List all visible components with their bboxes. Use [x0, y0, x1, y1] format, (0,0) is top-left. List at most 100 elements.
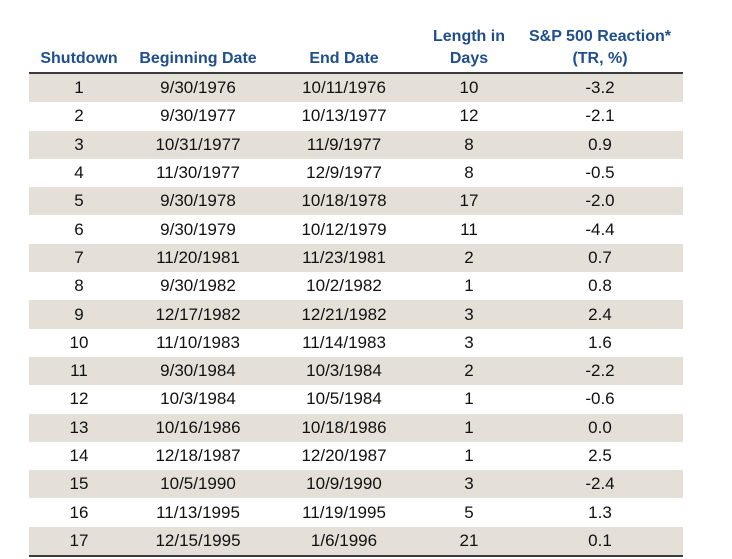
- cell-length-days: 3: [421, 470, 517, 499]
- cell-shutdown: 5: [29, 187, 129, 216]
- cell-end-date: 10/9/1990: [267, 470, 421, 499]
- cell-beginning-date: 11/30/1977: [156, 163, 240, 183]
- cell-end-date: 12/21/1982: [267, 300, 421, 329]
- cell-length-days: 5: [464, 502, 474, 522]
- cell-shutdown: 6: [74, 219, 84, 239]
- cell-end-date: 11/23/1981: [267, 243, 421, 273]
- header-reaction-line2: (TR, %): [572, 50, 628, 67]
- cell-end-date: 11/14/1983: [302, 332, 386, 352]
- cell-shutdown: 10: [69, 332, 89, 352]
- cell-length-days: 8: [464, 163, 474, 183]
- cell-shutdown: 13: [29, 413, 129, 442]
- cell-beginning-date: 9/30/1979: [160, 219, 236, 239]
- cell-end-date: 10/5/1984: [306, 389, 382, 409]
- cell-beginning-date: 9/30/1984: [129, 356, 267, 386]
- cell-sp500-reaction: 2.4: [517, 300, 683, 329]
- cell-beginning-date: 11/20/1981: [129, 243, 267, 273]
- cell-end-date: 10/18/1978: [267, 187, 421, 216]
- table-row: 12 10/3/1984 10/5/1984 1 -0.6: [29, 385, 683, 413]
- cell-shutdown: 11: [29, 356, 129, 386]
- cell-shutdown: 17: [29, 526, 129, 558]
- header-reaction-line1: S&P 500 Reaction*: [529, 28, 671, 45]
- cell-sp500-reaction: -2.0: [517, 187, 683, 216]
- table-header: Shutdown Beginning Date End Date Length …: [29, 14, 683, 74]
- cell-length-days: 2: [421, 243, 517, 273]
- cell-sp500-reaction: 0.1: [517, 526, 683, 558]
- table-row: 17 12/15/1995 1/6/1996 21 0.1: [29, 526, 683, 558]
- cell-beginning-date: 12/17/1982: [129, 300, 267, 329]
- cell-sp500-reaction: 1.6: [588, 332, 612, 352]
- cell-beginning-date: 9/30/1978: [129, 187, 267, 216]
- cell-beginning-date: 9/30/1977: [160, 106, 236, 126]
- table-row: 8 9/30/1982 10/2/1982 1 0.8: [29, 272, 683, 300]
- cell-length-days: 17: [421, 187, 517, 216]
- cell-sp500-reaction: 0.9: [517, 130, 683, 159]
- table-row: 4 11/30/1977 12/9/1977 8 -0.5: [29, 159, 683, 187]
- cell-end-date: 10/18/1986: [267, 413, 421, 442]
- cell-length-days: 8: [421, 130, 517, 159]
- cell-sp500-reaction: -3.2: [517, 73, 683, 103]
- header-shutdown: Shutdown: [29, 14, 129, 74]
- cell-length-days: 2: [421, 356, 517, 386]
- cell-end-date: 12/9/1977: [306, 163, 382, 183]
- cell-length-days: 1: [421, 413, 517, 442]
- cell-shutdown: 2: [74, 106, 84, 126]
- cell-length-days: 3: [421, 300, 517, 329]
- header-length-in-days: Length in Days: [421, 14, 517, 74]
- cell-shutdown: 7: [29, 243, 129, 273]
- table-row: 6 9/30/1979 10/12/1979 11 -4.4: [29, 215, 683, 243]
- cell-sp500-reaction: 2.5: [588, 446, 612, 465]
- cell-sp500-reaction: 1.3: [588, 502, 612, 522]
- table-row: 14 12/18/1987 12/20/1987 1 2.5: [29, 442, 683, 470]
- cell-end-date: 10/2/1982: [306, 276, 382, 296]
- cell-end-date: 12/20/1987: [301, 446, 387, 465]
- header-length-line1: Length in: [433, 28, 505, 45]
- cell-length-days: 12: [459, 106, 479, 126]
- cell-length-days: 21: [421, 526, 517, 558]
- table-row: 13 10/16/1986 10/18/1986 1 0.0: [29, 413, 683, 442]
- table-row: 11 9/30/1984 10/3/1984 2 -2.2: [29, 356, 683, 386]
- cell-sp500-reaction: -0.5: [585, 163, 615, 183]
- cell-beginning-date: 12/15/1995: [129, 526, 267, 558]
- cell-sp500-reaction: 0.8: [588, 276, 612, 296]
- cell-shutdown: 9: [29, 300, 129, 329]
- cell-shutdown: 12: [69, 389, 89, 409]
- cell-beginning-date: 9/30/1976: [129, 73, 267, 103]
- cell-beginning-date: 10/16/1986: [129, 413, 267, 442]
- table-row: 1 9/30/1976 10/11/1976 10 -3.2: [29, 73, 683, 103]
- cell-shutdown: 14: [69, 446, 89, 465]
- cell-sp500-reaction: -2.1: [585, 106, 615, 126]
- cell-beginning-date: 10/5/1990: [129, 470, 267, 499]
- cell-shutdown: 3: [29, 130, 129, 159]
- cell-end-date: 10/13/1977: [301, 106, 387, 126]
- table-row: 7 11/20/1981 11/23/1981 2 0.7: [29, 243, 683, 273]
- header-end-date: End Date: [267, 14, 421, 74]
- cell-end-date: 1/6/1996: [267, 526, 421, 558]
- cell-shutdown: 4: [74, 163, 84, 183]
- table-body: 1 9/30/1976 10/11/1976 10 -3.2 2 9/30/1977 10/1…: [29, 73, 683, 558]
- cell-beginning-date: 10/3/1984: [160, 389, 236, 409]
- cell-end-date: 10/3/1984: [267, 356, 421, 386]
- table-row: 9 12/17/1982 12/21/1982 3 2.4: [29, 300, 683, 329]
- shutdown-table: Shutdown Beginning Date End Date Length …: [29, 14, 683, 558]
- cell-beginning-date: 12/18/1987: [155, 446, 241, 465]
- cell-length-days: 11: [460, 219, 478, 239]
- cell-sp500-reaction: -2.4: [517, 470, 683, 499]
- cell-beginning-date: 9/30/1982: [160, 276, 236, 296]
- table-row: 16 11/13/1995 11/19/1995 5 1.3: [29, 498, 683, 526]
- header-length-line2: Days: [449, 50, 489, 67]
- cell-sp500-reaction: -0.6: [585, 389, 615, 409]
- header-row: Shutdown Beginning Date End Date Length …: [29, 14, 683, 74]
- cell-beginning-date: 10/31/1977: [129, 130, 267, 159]
- table-row: 5 9/30/1978 10/18/1978 17 -2.0: [29, 187, 683, 216]
- table-row: 2 9/30/1977 10/13/1977 12 -2.1: [29, 102, 683, 130]
- cell-shutdown: 1: [29, 73, 129, 103]
- cell-end-date: 10/11/1976: [267, 73, 421, 103]
- cell-length-days: 1: [464, 446, 474, 465]
- cell-beginning-date: 11/13/1995: [156, 502, 240, 522]
- header-beginning-date: Beginning Date: [129, 14, 267, 74]
- table-row: 3 10/31/1977 11/9/1977 8 0.9: [29, 130, 683, 159]
- cell-sp500-reaction: -4.4: [585, 219, 615, 239]
- cell-length-days: 1: [464, 276, 474, 296]
